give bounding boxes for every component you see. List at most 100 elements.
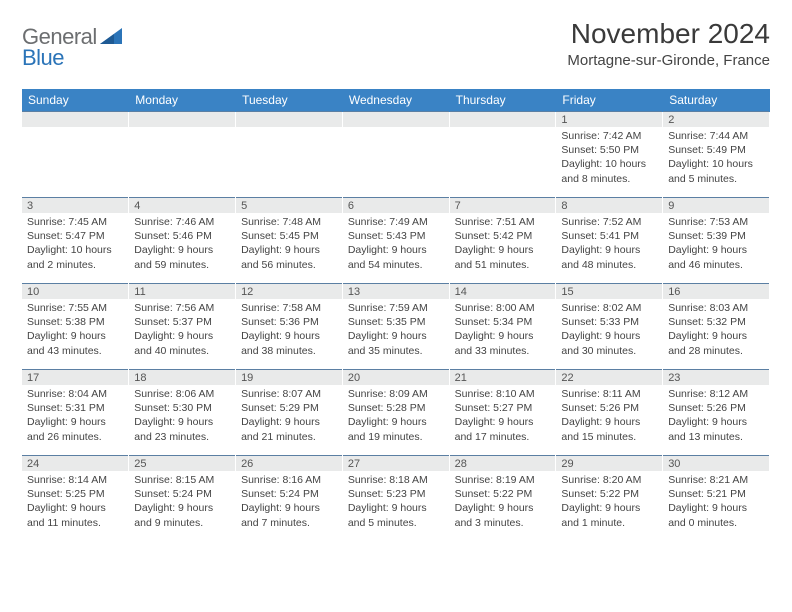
sunset-text: Sunset: 5:33 PM [561,315,657,329]
day-details: Sunrise: 8:10 AMSunset: 5:27 PMDaylight:… [450,385,556,446]
sunrise-text: Sunrise: 8:04 AM [27,387,123,401]
day-number: 25 [129,456,235,471]
sunset-text: Sunset: 5:24 PM [241,487,337,501]
calendar-day-cell: 8Sunrise: 7:52 AMSunset: 5:41 PMDaylight… [556,198,663,284]
day-number: 20 [343,370,449,385]
day-details: Sunrise: 7:58 AMSunset: 5:36 PMDaylight:… [236,299,342,360]
calendar-day-cell: 13Sunrise: 7:59 AMSunset: 5:35 PMDayligh… [342,284,449,370]
sunset-text: Sunset: 5:37 PM [134,315,230,329]
title-block: November 2024 Mortagne-sur-Gironde, Fran… [567,18,770,69]
sunset-text: Sunset: 5:31 PM [27,401,123,415]
day-details [22,127,128,187]
day-details: Sunrise: 7:52 AMSunset: 5:41 PMDaylight:… [556,213,662,274]
daylight-text: Daylight: 9 hours and 21 minutes. [241,415,337,443]
sunset-text: Sunset: 5:28 PM [348,401,444,415]
calendar-day-cell: 2Sunrise: 7:44 AMSunset: 5:49 PMDaylight… [663,112,770,198]
calendar-day-cell: 18Sunrise: 8:06 AMSunset: 5:30 PMDayligh… [129,370,236,456]
day-number: 7 [450,198,556,213]
daylight-text: Daylight: 9 hours and 28 minutes. [668,329,764,357]
sunset-text: Sunset: 5:21 PM [668,487,764,501]
sunset-text: Sunset: 5:36 PM [241,315,337,329]
daylight-text: Daylight: 9 hours and 13 minutes. [668,415,764,443]
location-subtitle: Mortagne-sur-Gironde, France [567,52,770,69]
day-number: 17 [22,370,128,385]
sunrise-text: Sunrise: 8:03 AM [668,301,764,315]
day-number: 24 [22,456,128,471]
sunset-text: Sunset: 5:22 PM [455,487,551,501]
day-details: Sunrise: 8:02 AMSunset: 5:33 PMDaylight:… [556,299,662,360]
month-title: November 2024 [567,18,770,50]
brand-triangle-icon [100,28,122,46]
day-number: 22 [556,370,662,385]
weekday-header: Monday [129,89,236,112]
calendar-day-cell: 26Sunrise: 8:16 AMSunset: 5:24 PMDayligh… [236,456,343,542]
calendar-table: Sunday Monday Tuesday Wednesday Thursday… [22,89,770,542]
day-number [129,112,235,127]
day-details: Sunrise: 8:14 AMSunset: 5:25 PMDaylight:… [22,471,128,532]
day-number: 9 [663,198,769,213]
calendar-day-cell: 29Sunrise: 8:20 AMSunset: 5:22 PMDayligh… [556,456,663,542]
sunrise-text: Sunrise: 8:15 AM [134,473,230,487]
sunset-text: Sunset: 5:23 PM [348,487,444,501]
day-number: 30 [663,456,769,471]
calendar-day-cell [236,112,343,198]
day-details: Sunrise: 8:19 AMSunset: 5:22 PMDaylight:… [450,471,556,532]
sunrise-text: Sunrise: 7:45 AM [27,215,123,229]
sunset-text: Sunset: 5:22 PM [561,487,657,501]
weekday-header: Wednesday [342,89,449,112]
day-details [343,127,449,187]
day-details: Sunrise: 8:21 AMSunset: 5:21 PMDaylight:… [663,471,769,532]
sunrise-text: Sunrise: 7:44 AM [668,129,764,143]
sunset-text: Sunset: 5:38 PM [27,315,123,329]
calendar-day-cell: 10Sunrise: 7:55 AMSunset: 5:38 PMDayligh… [22,284,129,370]
daylight-text: Daylight: 9 hours and 30 minutes. [561,329,657,357]
sunset-text: Sunset: 5:25 PM [27,487,123,501]
day-details: Sunrise: 8:06 AMSunset: 5:30 PMDaylight:… [129,385,235,446]
day-number: 11 [129,284,235,299]
calendar-day-cell [22,112,129,198]
daylight-text: Daylight: 9 hours and 33 minutes. [455,329,551,357]
calendar-day-cell: 28Sunrise: 8:19 AMSunset: 5:22 PMDayligh… [449,456,556,542]
sunrise-text: Sunrise: 7:59 AM [348,301,444,315]
calendar-page: General November 2024 Mortagne-sur-Giron… [0,0,792,552]
calendar-day-cell: 25Sunrise: 8:15 AMSunset: 5:24 PMDayligh… [129,456,236,542]
day-number: 1 [556,112,662,127]
daylight-text: Daylight: 9 hours and 48 minutes. [561,243,657,271]
calendar-day-cell: 21Sunrise: 8:10 AMSunset: 5:27 PMDayligh… [449,370,556,456]
daylight-text: Daylight: 9 hours and 11 minutes. [27,501,123,529]
sunrise-text: Sunrise: 8:19 AM [455,473,551,487]
sunrise-text: Sunrise: 8:06 AM [134,387,230,401]
sunset-text: Sunset: 5:46 PM [134,229,230,243]
sunset-text: Sunset: 5:34 PM [455,315,551,329]
weekday-header: Friday [556,89,663,112]
sunset-text: Sunset: 5:27 PM [455,401,551,415]
sunrise-text: Sunrise: 7:51 AM [455,215,551,229]
day-number [343,112,449,127]
daylight-text: Daylight: 9 hours and 51 minutes. [455,243,551,271]
calendar-week-row: 24Sunrise: 8:14 AMSunset: 5:25 PMDayligh… [22,456,770,542]
daylight-text: Daylight: 9 hours and 40 minutes. [134,329,230,357]
calendar-week-row: 10Sunrise: 7:55 AMSunset: 5:38 PMDayligh… [22,284,770,370]
daylight-text: Daylight: 9 hours and 56 minutes. [241,243,337,271]
daylight-text: Daylight: 9 hours and 43 minutes. [27,329,123,357]
day-details: Sunrise: 7:42 AMSunset: 5:50 PMDaylight:… [556,127,662,188]
day-number: 28 [450,456,556,471]
day-number: 10 [22,284,128,299]
day-number: 3 [22,198,128,213]
day-details: Sunrise: 8:12 AMSunset: 5:26 PMDaylight:… [663,385,769,446]
daylight-text: Daylight: 9 hours and 46 minutes. [668,243,764,271]
day-number: 27 [343,456,449,471]
sunrise-text: Sunrise: 8:20 AM [561,473,657,487]
sunset-text: Sunset: 5:26 PM [561,401,657,415]
daylight-text: Daylight: 9 hours and 35 minutes. [348,329,444,357]
day-details: Sunrise: 8:15 AMSunset: 5:24 PMDaylight:… [129,471,235,532]
day-number [22,112,128,127]
calendar-day-cell: 3Sunrise: 7:45 AMSunset: 5:47 PMDaylight… [22,198,129,284]
calendar-week-row: 17 Sunrise: 8:04 AMSunset: 5:31 PM Dayligh… [22,370,770,456]
calendar-day-cell: 27Sunrise: 8:18 AMSunset: 5:23 PMDayligh… [342,456,449,542]
day-number: 13 [343,284,449,299]
brand-text-2: Blue [22,45,64,71]
sunset-text: Sunset: 5:39 PM [668,229,764,243]
calendar-day-cell: 17Sunrise: 8:04 AMSunset: 5:31 PMDayligh… [22,370,129,456]
sunrise-text: Sunrise: 7:58 AM [241,301,337,315]
